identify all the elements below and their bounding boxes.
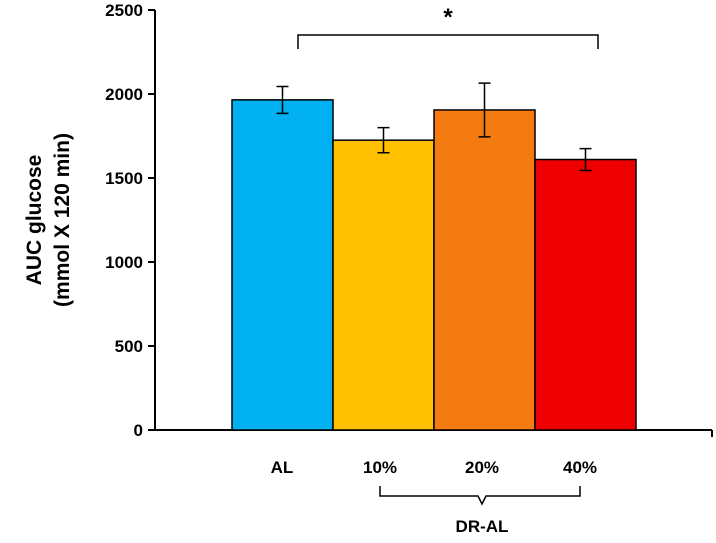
y-axis-title-line1: AUC glucose bbox=[23, 155, 46, 286]
error-bars bbox=[276, 82, 592, 172]
group-label: DR-AL bbox=[456, 517, 509, 536]
y-tick-label-1: 500 bbox=[115, 337, 143, 356]
bar-0 bbox=[231, 99, 334, 431]
y-tick-label-5: 2500 bbox=[105, 1, 143, 20]
error-bar-3 bbox=[579, 147, 592, 172]
bars bbox=[231, 99, 637, 431]
y-ticks: 0 500 1000 1500 2000 2500 bbox=[105, 1, 155, 440]
y-tick-label-3: 1500 bbox=[105, 169, 143, 188]
error-bar-2 bbox=[478, 82, 491, 138]
category-label-3: 40% bbox=[563, 458, 597, 477]
bar-3 bbox=[534, 158, 637, 431]
category-label-2: 20% bbox=[465, 458, 499, 477]
bar-2 bbox=[433, 109, 536, 431]
error-bar-1 bbox=[377, 126, 390, 154]
category-labels: AL 10% 20% 40% bbox=[271, 458, 597, 477]
y-tick-label-4: 2000 bbox=[105, 85, 143, 104]
error-bar-0 bbox=[276, 85, 289, 115]
category-label-1: 10% bbox=[363, 458, 397, 477]
y-tick-label-2: 1000 bbox=[105, 253, 143, 272]
significance-marker: * bbox=[443, 4, 453, 31]
significance-bracket bbox=[297, 34, 599, 49]
group-bracket bbox=[379, 486, 581, 506]
category-label-0: AL bbox=[271, 458, 294, 477]
bar-1 bbox=[332, 139, 435, 431]
y-tick-label-0: 0 bbox=[134, 421, 143, 440]
y-axis-title-line2: (mmol X 120 min) bbox=[51, 133, 74, 307]
